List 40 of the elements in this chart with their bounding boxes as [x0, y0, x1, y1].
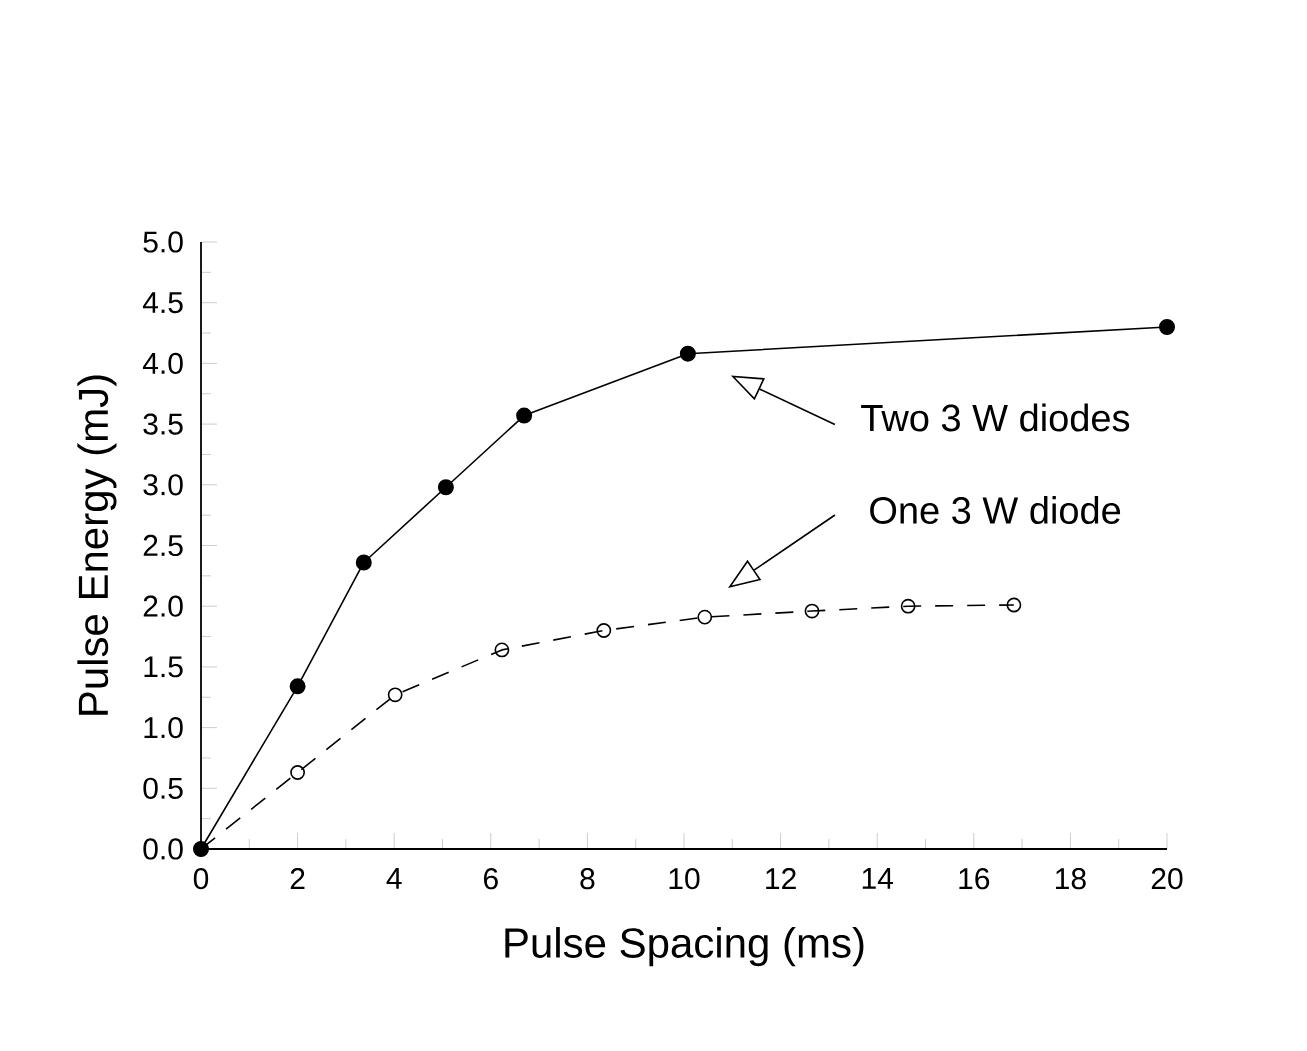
point [516, 407, 533, 424]
x-tick-label: 20 [1151, 868, 1183, 890]
y-tick-label: 1.0 [144, 716, 183, 739]
point [494, 642, 510, 658]
y-tick-label: 4.5 [142, 292, 183, 314]
y-tick-label: 0.0 [143, 838, 183, 860]
y-tick-label: 4.0 [142, 352, 183, 375]
point [290, 765, 305, 780]
point [596, 623, 612, 638]
x-axis-title: Pulse Spacing (ms) [505, 927, 864, 967]
point [804, 603, 820, 619]
y-tick-label: 3.5 [143, 413, 183, 435]
x-tick-label: 8 [580, 868, 595, 890]
y-tick-label: 3.0 [143, 474, 183, 496]
y-tick-label: 0.5 [143, 777, 183, 799]
point [679, 345, 696, 362]
point [355, 554, 372, 571]
point [697, 609, 713, 625]
x-tick-label: 0 [193, 868, 209, 890]
annotation: Two 3 W diodes [861, 403, 1130, 432]
x-tick-label: 16 [959, 868, 990, 890]
x-tick-label: 2 [290, 868, 305, 890]
point [1006, 597, 1022, 613]
y-tick-label: 2.5 [143, 534, 183, 557]
x-tick-label: 6 [484, 868, 498, 890]
point [1159, 318, 1175, 335]
point [437, 479, 454, 496]
x-tick-label: 14 [862, 868, 894, 889]
x-tick-label: 10 [669, 868, 700, 890]
y-axis-title: Pulse Energy (mJ) [77, 375, 117, 715]
x-tick-label: 18 [1056, 868, 1086, 890]
annotation: One 3 W diode [870, 496, 1121, 524]
point [289, 678, 306, 695]
x-tick-label: 4 [386, 868, 402, 889]
point [900, 598, 916, 614]
y-tick-label: 5.0 [143, 231, 183, 253]
point [387, 687, 403, 703]
y-tick-label: 2.0 [143, 595, 183, 617]
x-tick-label: 12 [766, 868, 796, 890]
y-tick-label: 1.5 [144, 656, 183, 678]
